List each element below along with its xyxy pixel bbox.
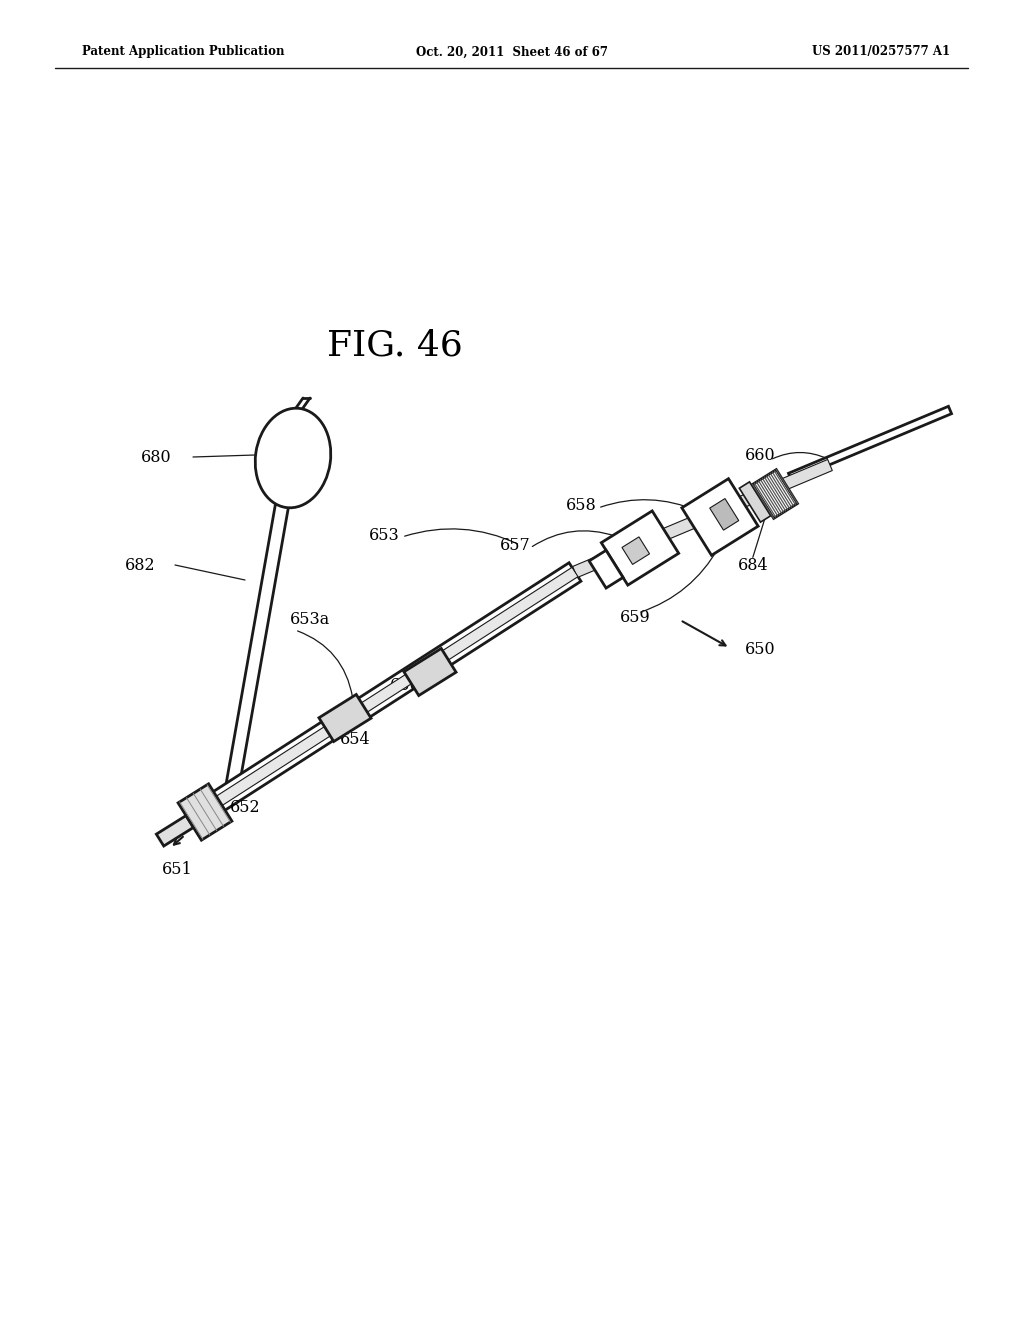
Polygon shape bbox=[682, 479, 758, 556]
Text: 651: 651 bbox=[162, 862, 193, 879]
Polygon shape bbox=[199, 562, 581, 820]
Text: 657: 657 bbox=[500, 536, 530, 553]
Text: 660: 660 bbox=[745, 446, 775, 463]
Text: US 2011/0257577 A1: US 2011/0257577 A1 bbox=[812, 45, 950, 58]
Polygon shape bbox=[178, 784, 231, 841]
Text: 653a: 653a bbox=[290, 611, 331, 628]
Text: 650: 650 bbox=[745, 642, 775, 659]
Text: 656: 656 bbox=[390, 676, 421, 693]
Ellipse shape bbox=[255, 408, 331, 508]
Text: 654: 654 bbox=[340, 731, 371, 748]
Polygon shape bbox=[157, 816, 194, 846]
Polygon shape bbox=[403, 648, 456, 696]
Text: 653: 653 bbox=[370, 527, 400, 544]
Polygon shape bbox=[202, 568, 578, 814]
Polygon shape bbox=[739, 482, 771, 523]
Text: FIG. 46: FIG. 46 bbox=[327, 327, 463, 362]
Text: 659: 659 bbox=[620, 610, 650, 627]
Polygon shape bbox=[601, 511, 679, 585]
Polygon shape bbox=[589, 550, 623, 589]
Text: 680: 680 bbox=[141, 449, 172, 466]
Text: Oct. 20, 2011  Sheet 46 of 67: Oct. 20, 2011 Sheet 46 of 67 bbox=[416, 45, 608, 58]
Text: 682: 682 bbox=[124, 557, 155, 573]
Polygon shape bbox=[753, 470, 798, 519]
Polygon shape bbox=[318, 694, 371, 742]
Text: Patent Application Publication: Patent Application Publication bbox=[82, 45, 285, 58]
Polygon shape bbox=[572, 459, 833, 578]
Text: 652: 652 bbox=[230, 800, 261, 817]
Text: 658: 658 bbox=[566, 496, 597, 513]
Polygon shape bbox=[622, 537, 649, 565]
Polygon shape bbox=[710, 499, 738, 531]
Polygon shape bbox=[788, 407, 951, 480]
Text: 684: 684 bbox=[738, 557, 769, 573]
